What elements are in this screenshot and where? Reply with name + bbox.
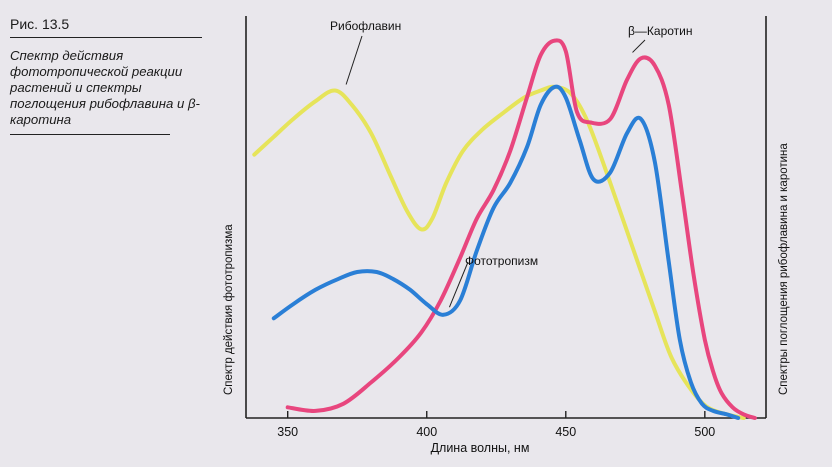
- leader-carotene: [632, 39, 646, 53]
- annotation-leaders: [345, 35, 646, 308]
- x-ticks: 350 400 450 500: [277, 411, 715, 439]
- x-axis-label: Длина волны, нм: [431, 441, 530, 455]
- series-carotene-line: [285, 38, 757, 420]
- figure-label: Рис. 13.5: [10, 16, 70, 32]
- label-riboflavin: Рибофлавин: [330, 19, 401, 33]
- series-riboflavin-line: [252, 84, 746, 420]
- caption-bottom-rule: [10, 134, 170, 135]
- figure-caption-block: Рис. 13.5 Спектр действия фототропическо…: [10, 16, 202, 135]
- series-phototropism-line: [271, 84, 741, 420]
- figure-caption: Спектр действия фототропической реакции …: [10, 48, 200, 127]
- x-tick-label-450: 450: [555, 425, 576, 439]
- x-tick-label-350: 350: [277, 425, 298, 439]
- figure-label-rule: [10, 37, 202, 38]
- leader-riboflavin: [345, 35, 363, 85]
- label-phototropism: Фототропизм: [465, 254, 538, 268]
- x-tick-label-500: 500: [694, 425, 715, 439]
- leader-phototropism: [448, 261, 469, 308]
- x-tick-label-400: 400: [416, 425, 437, 439]
- series-group: [252, 38, 757, 420]
- y-axis-label-left: Спектр действия фототропизма: [223, 224, 235, 395]
- label-carotene: β—Каротин: [628, 24, 692, 38]
- y-axis-label-right: Спектры поглощения рибофлавина и каротин…: [778, 143, 790, 395]
